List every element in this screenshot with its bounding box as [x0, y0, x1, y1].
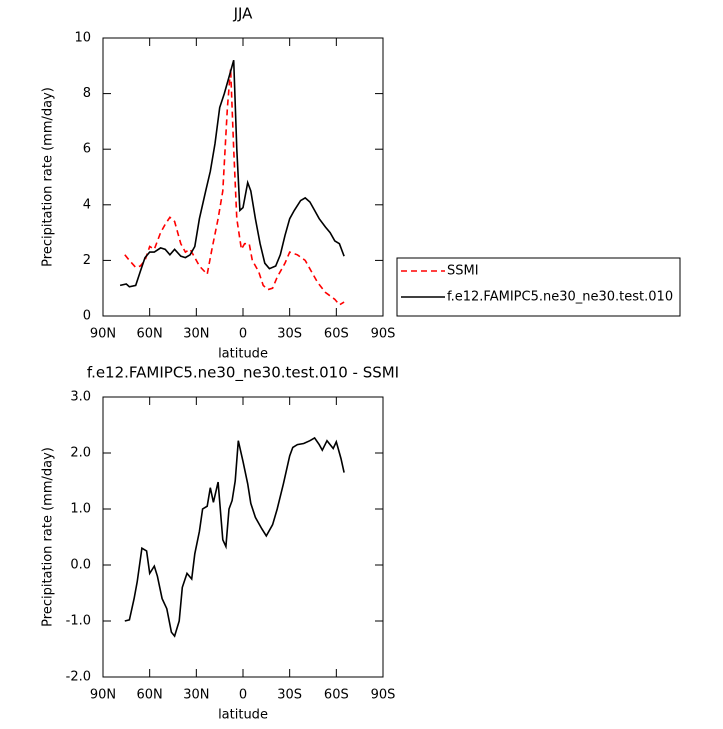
series-line [119, 59, 345, 288]
x-tick-label: 0 [239, 327, 247, 342]
y-tick-label: 1.0 [70, 502, 91, 517]
y-tick-label: -1.0 [66, 614, 91, 629]
chart-title: f.e12.FAMIPC5.ne30_ne30.test.010 - SSMI [87, 364, 399, 383]
y-tick-label: 6 [83, 142, 91, 157]
x-tick-label: 0 [239, 688, 247, 703]
y-tick-label: 2 [83, 253, 91, 268]
y-tick-label: 8 [83, 86, 91, 101]
legend-label: SSMI [447, 264, 479, 279]
y-tick-label: 0.0 [70, 558, 91, 573]
plot-frame [102, 396, 384, 678]
x-tick-label: 60S [324, 688, 349, 703]
x-axis-label: latitude [218, 347, 268, 362]
legend: SSMI f.e12.FAMIPC5.ne30_ne30.test.010 [396, 257, 681, 317]
x-tick-label: 30N [183, 327, 209, 342]
chart-title: JJA [233, 5, 254, 23]
x-tick-label: 90N [90, 327, 116, 342]
x-tick-label: 30S [277, 327, 302, 342]
x-tick-label: 60N [137, 688, 163, 703]
y-tick-label: 0 [83, 309, 91, 324]
y-tick-label: 10 [74, 31, 91, 46]
y-axis-label: Precipitation rate (mm/day) [41, 447, 56, 627]
y-tick-label: 3.0 [70, 390, 91, 405]
x-tick-label: 90N [90, 688, 116, 703]
x-tick-label: 30S [277, 688, 302, 703]
y-tick-label: 2.0 [70, 446, 91, 461]
x-tick-label: 90S [371, 688, 396, 703]
y-tick-label: 4 [83, 197, 91, 212]
x-tick-label: 30N [183, 688, 209, 703]
x-tick-label: 90S [371, 327, 396, 342]
x-tick-label: 60S [324, 327, 349, 342]
legend-label: f.e12.FAMIPC5.ne30_ne30.test.010 [447, 290, 673, 305]
y-tick-label: -2.0 [66, 670, 91, 685]
y-axis-label: Precipitation rate (mm/day) [41, 87, 56, 267]
plot-frame [102, 37, 384, 317]
x-axis-label: latitude [218, 708, 268, 723]
series-line [124, 436, 345, 638]
series-line [124, 68, 345, 306]
x-tick-label: 60N [137, 327, 163, 342]
legend-box [396, 257, 681, 317]
